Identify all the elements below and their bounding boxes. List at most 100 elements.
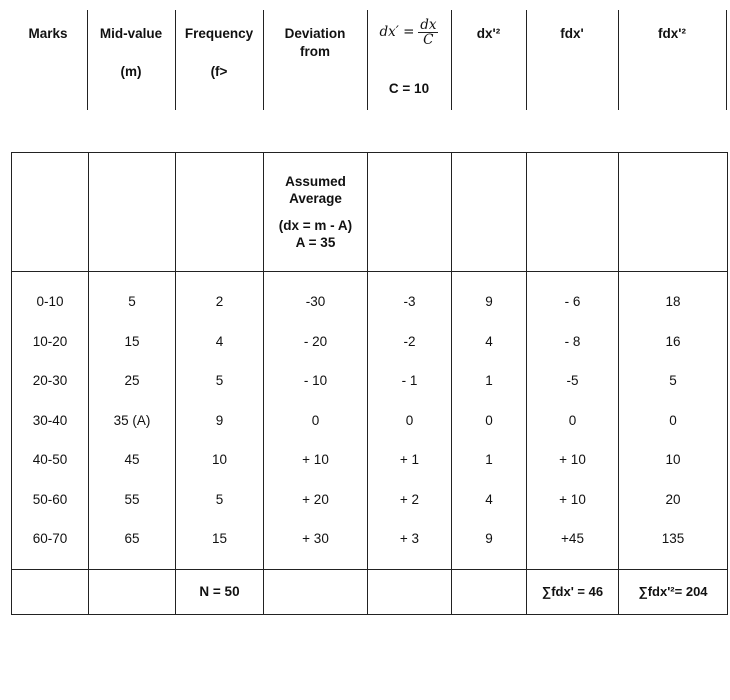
table-cell: 50-60 <box>11 479 89 519</box>
table-cell: -3 <box>367 271 452 322</box>
table-cell <box>88 152 176 272</box>
table-cell <box>451 568 527 615</box>
col-header-c-value: C = 10 <box>388 81 430 96</box>
table-row: 40-50 45 10 + 10 + 1 1 + 10 10 <box>11 440 728 480</box>
col-header-mid-value-sub: (m) <box>120 64 142 79</box>
table-cell: 40-50 <box>11 440 89 480</box>
table-row: 0-10 5 2 -30 -3 9- 6 18 <box>11 271 728 322</box>
table-cell <box>11 152 89 272</box>
assumed-line: (dx = m - A) <box>278 218 353 233</box>
table-cell: + 10 <box>526 479 619 519</box>
table-header-row: Assumed Average (dx = m - A) A = 35 <box>11 152 728 272</box>
table-cell <box>526 152 619 272</box>
table-cell: 2 <box>175 271 264 322</box>
col-header-marks: Marks <box>28 26 68 41</box>
table-cell: 0 <box>263 400 368 440</box>
table-cell: -30 <box>263 271 368 322</box>
table-cell: 0 <box>526 400 619 440</box>
formula-denominator: C <box>423 32 434 48</box>
table-cell: -5 <box>526 361 619 401</box>
table-cell: 5 <box>175 479 264 519</box>
table-cell: 10 <box>175 440 264 480</box>
table-cell <box>451 152 527 272</box>
table-cell: - 1 <box>367 361 452 401</box>
table-cell <box>175 152 264 272</box>
col-header-frequency-sub: (f> <box>210 64 228 79</box>
table-cell: 4 <box>451 479 527 519</box>
table-cell: 0-10 <box>11 271 89 322</box>
table-cell: 60-70 <box>11 519 89 570</box>
table-cell: 9 <box>451 519 527 570</box>
table-cell: + 3 <box>367 519 452 570</box>
table-cell <box>263 568 368 615</box>
header-divider <box>263 10 264 110</box>
table-cell: 9 <box>175 400 264 440</box>
header-divider <box>175 10 176 110</box>
table-row: 60-70 65 15 + 30 + 3 9 +45 135 <box>11 519 728 570</box>
header-divider <box>87 10 88 110</box>
table-cell: 5 <box>618 361 728 401</box>
table-row: 20-30 25 5- 10- 1 1 -5 5 <box>11 361 728 401</box>
table-cell: - 8 <box>526 321 619 361</box>
table-cell: 9 <box>451 271 527 322</box>
table-cell: 0 <box>451 400 527 440</box>
table-cell: 4 <box>175 321 264 361</box>
header-divider <box>726 10 727 110</box>
table-cell: -2 <box>367 321 452 361</box>
table-cell: 25 <box>88 361 176 401</box>
table-cell: 18 <box>618 271 728 322</box>
table-cell: + 10 <box>526 440 619 480</box>
table-cell: 135 <box>618 519 728 570</box>
col-header-fdx: fdx' <box>560 26 584 41</box>
table-cell: + 10 <box>263 440 368 480</box>
total-sum-fdx2: ∑fdx'²= 204 <box>618 568 728 615</box>
assumed-average-cell: Assumed Average (dx = m - A) A = 35 <box>263 152 368 272</box>
table-cell: 65 <box>88 519 176 570</box>
table-cell <box>367 568 452 615</box>
table-cell: - 20 <box>263 321 368 361</box>
table-cell: 0 <box>618 400 728 440</box>
table-body: 0-10 5 2 -30 -3 9- 6 18 10-20 15 4- 20 -2 4- 8 16 20-… <box>11 271 728 570</box>
header-divider <box>451 10 452 110</box>
table-cell: + 30 <box>263 519 368 570</box>
table-cell: 35 (A) <box>88 400 176 440</box>
table-row: 50-60 55 5 + 20 + 2 4 + 10 20 <box>11 479 728 519</box>
col-header-deviation-sub: from <box>300 44 330 59</box>
col-header-deviation: Deviation <box>284 26 346 41</box>
table-cell: + 20 <box>263 479 368 519</box>
formula-numerator: dx <box>418 17 439 33</box>
table-cell: +45 <box>526 519 619 570</box>
table-row: 30-40 35 (A) 9 0 0 0 0 0 <box>11 400 728 440</box>
table-cell: 20 <box>618 479 728 519</box>
table-cell: 10 <box>618 440 728 480</box>
table-cell <box>11 568 89 615</box>
header-divider <box>618 10 619 110</box>
table-cell: - 6 <box>526 271 619 322</box>
formula-lhs: dx′ = <box>379 24 415 41</box>
table-cell: 16 <box>618 321 728 361</box>
table-cell <box>618 152 728 272</box>
col-header-dx-prime-formula: dx′ = dx C <box>367 18 451 47</box>
table-cell: 45 <box>88 440 176 480</box>
table-cell: 15 <box>88 321 176 361</box>
table-cell: 30-40 <box>11 400 89 440</box>
col-header-dx2: dx'² <box>476 26 501 41</box>
table-cell: - 10 <box>263 361 368 401</box>
table-row: 10-20 15 4- 20 -2 4- 8 16 <box>11 321 728 361</box>
table-cell: + 2 <box>367 479 452 519</box>
table-totals-row: N = 50 ∑fdx' = 46 ∑fdx'²= 204 <box>11 568 728 615</box>
total-n: N = 50 <box>175 568 264 615</box>
table-cell: 1 <box>451 440 527 480</box>
table-cell: 10-20 <box>11 321 89 361</box>
table-cell: 55 <box>88 479 176 519</box>
header-divider <box>367 10 368 110</box>
table-cell <box>88 568 176 615</box>
frequency-table: Assumed Average (dx = m - A) A = 35 0-10… <box>11 152 728 615</box>
assumed-line: Assumed <box>285 174 346 189</box>
table-cell: 5 <box>88 271 176 322</box>
formula-fraction: dx C <box>418 17 439 48</box>
assumed-line: A = 35 <box>295 235 336 250</box>
header-divider <box>526 10 527 110</box>
table-cell: 0 <box>367 400 452 440</box>
col-header-frequency: Frequency <box>184 26 254 41</box>
